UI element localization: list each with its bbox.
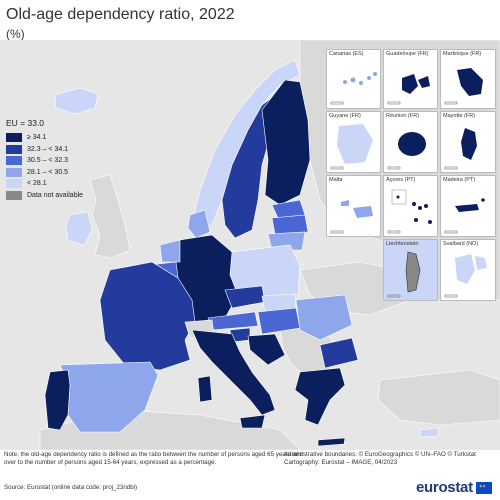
inset-guyane: Guyane (FR)	[326, 111, 381, 173]
inset-label: Réunion (FR)	[386, 113, 420, 119]
legend-item: < 28.1	[6, 178, 116, 190]
portugal-region	[44, 369, 71, 431]
legend-item: 32.3 – < 34.1	[6, 144, 116, 156]
legend-label: < 28.1	[27, 180, 47, 188]
czechia-region	[224, 285, 266, 309]
map-subtitle: (%)	[6, 27, 25, 41]
ireland-region	[65, 211, 93, 246]
legend-label: ≥ 34.1	[27, 134, 47, 142]
legend-swatch	[6, 144, 22, 154]
inset-reunion-map	[387, 132, 426, 170]
inset-madeira-map	[444, 198, 485, 234]
legend-label: Data not available	[27, 191, 84, 199]
legend-swatch	[6, 156, 22, 166]
turkey-region	[377, 369, 500, 426]
legend-swatch	[6, 133, 22, 143]
greece-region	[294, 367, 346, 426]
inset-liechtenstein-map	[387, 251, 421, 298]
inset-label: Martinique (FR)	[443, 51, 482, 57]
legend-label: 30.5 – < 32.3	[27, 157, 69, 165]
inset-liechtenstein: Liechtenstein	[383, 239, 438, 301]
admin-boundaries-note: Administrative boundaries: © EuroGeograp…	[284, 451, 499, 467]
inset-canarias-map	[330, 72, 377, 105]
inset-malta-map	[330, 200, 373, 234]
cartography-text: Cartography: Eurostat – IMAGE, 04/2023	[284, 459, 398, 467]
latvia-region	[271, 214, 309, 235]
legend-item: Data not available	[6, 190, 116, 202]
inset-label: Svalbard (NO)	[443, 241, 479, 247]
admin-boundaries-text: Administrative boundaries: © EuroGeograp…	[284, 451, 476, 458]
inset-canarias: Canarias (ES)	[326, 49, 381, 109]
eurostat-logo: eurostat ✶✶	[416, 479, 492, 496]
inset-madeira: Madeira (PT)	[440, 175, 496, 237]
inset-svalbard-map	[444, 254, 487, 298]
inset-martinique-map	[444, 68, 483, 105]
legend-title: EU = 33.0	[6, 118, 45, 128]
lithuania-region	[267, 231, 306, 251]
legend-item: ≥ 34.1	[6, 132, 116, 144]
italy-region	[191, 329, 276, 416]
inset-guadeloupe: Guadeloupe (FR)	[383, 49, 438, 109]
sardinia-region	[197, 375, 213, 403]
inset-acores-map	[387, 189, 432, 234]
legend-swatch	[6, 167, 22, 177]
finland-region	[261, 79, 311, 206]
legend-swatch	[6, 190, 22, 200]
inset-guyane-map	[330, 124, 373, 170]
legend-item: 28.1 – < 30.5	[6, 167, 116, 179]
croatia-region	[247, 333, 286, 366]
inset-label: Liechtenstein	[386, 241, 419, 247]
inset-reunion: Réunion (FR)	[383, 111, 438, 173]
inset-guadeloupe-map	[387, 74, 430, 105]
uk-region	[89, 174, 131, 259]
bulgaria-region	[319, 337, 359, 369]
france-region	[99, 261, 196, 371]
inset-label: Malta	[329, 177, 343, 183]
inset-label: Guadeloupe (FR)	[386, 51, 429, 57]
netherlands-region	[159, 239, 181, 263]
legend-swatch	[6, 179, 22, 189]
footnote: Note: the old-age dependency ratio is de…	[4, 451, 303, 467]
map-legend: EU = 33.0 ≥ 34.1 32.3 – < 34.1 30.5 – < …	[6, 118, 116, 201]
inset-label: Guyane (FR)	[329, 113, 361, 119]
legend-label: 32.3 – < 34.1	[27, 145, 69, 153]
inset-malta: Malta	[326, 175, 381, 237]
iceland-region	[54, 87, 99, 115]
inset-panels: Canarias (ES) Guadeloupe (FR) Martinique…	[326, 49, 496, 301]
inset-label: Mayotte (FR)	[443, 113, 476, 119]
inset-label: Canarias (ES)	[329, 51, 364, 57]
inset-mayotte-map	[444, 128, 477, 170]
map-area: EU = 33.0 ≥ 34.1 32.3 – < 34.1 30.5 – < …	[0, 40, 500, 450]
logo-text: eurostat	[416, 479, 473, 496]
inset-acores: Açores (PT)	[383, 175, 438, 237]
inset-label: Açores (PT)	[386, 177, 416, 183]
inset-mayotte: Mayotte (FR)	[440, 111, 496, 173]
source-note: Source: Eurostat (online data code: proj…	[4, 484, 138, 491]
legend-label: 28.1 – < 30.5	[27, 168, 69, 176]
inset-svalbard: Svalbard (NO)	[440, 239, 496, 301]
romania-region	[295, 294, 353, 341]
legend-item: 30.5 – < 32.3	[6, 155, 116, 167]
sicily-region	[239, 414, 266, 429]
crete-region	[317, 437, 346, 447]
inset-martinique: Martinique (FR)	[440, 49, 496, 109]
footer: Note: the old-age dependency ratio is de…	[0, 450, 500, 500]
eu-flag-icon: ✶✶	[475, 481, 492, 494]
denmark-region	[187, 209, 211, 239]
cyprus-region	[419, 427, 439, 438]
map-title: Old-age dependency ratio, 2022	[6, 6, 235, 23]
inset-label: Madeira (PT)	[443, 177, 476, 183]
